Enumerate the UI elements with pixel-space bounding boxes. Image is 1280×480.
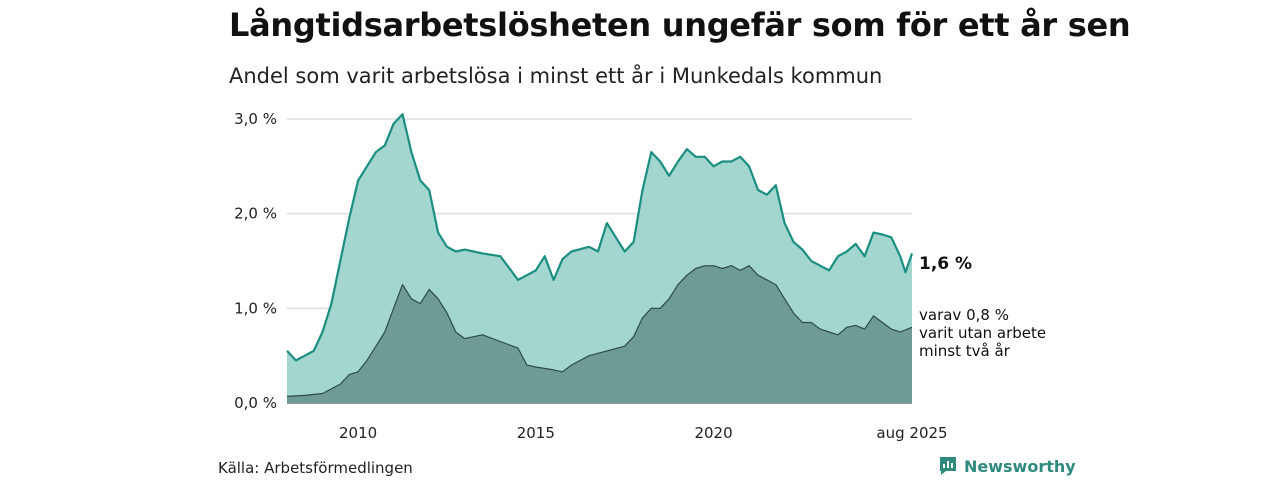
annotations: 1,6 % varav 0,8 % varit utan arbete mins… <box>919 254 1046 360</box>
total-value-label: 1,6 % <box>919 254 972 274</box>
chart-subtitle: Andel som varit arbetslösa i minst ett å… <box>229 64 883 88</box>
longterm-label-line2: varit utan arbete <box>919 324 1046 342</box>
chart-title: Långtidsarbetslösheten ungefär som för e… <box>229 6 1131 44</box>
x-tick-label: aug 2025 <box>876 424 947 442</box>
longterm-label-line1: varav 0,8 % <box>919 306 1009 324</box>
source-note: Källa: Arbetsförmedlingen <box>218 459 413 477</box>
x-axis-ticks: 2010 2015 2020 aug 2025 <box>339 424 948 442</box>
y-tick-label: 2,0 % <box>234 205 277 223</box>
x-tick-label: 2015 <box>517 424 555 442</box>
total-line <box>286 113 914 362</box>
newsworthy-logo-icon <box>940 457 956 475</box>
y-axis-ticks: 0,0 % 1,0 % 2,0 % 3,0 % <box>234 110 277 412</box>
x-tick-label: 2010 <box>339 424 377 442</box>
longterm-line <box>286 265 913 397</box>
longterm-area <box>287 265 912 403</box>
data-areas <box>286 113 914 403</box>
y-tick-label: 3,0 % <box>234 110 277 128</box>
longterm-label-line3: minst två år <box>919 342 1011 360</box>
y-tick-label: 1,0 % <box>234 299 277 317</box>
brand-name: Newsworthy <box>964 456 1076 476</box>
y-tick-label: 0,0 % <box>234 394 277 412</box>
x-tick-label: 2020 <box>694 424 732 442</box>
brand[interactable]: Newsworthy <box>938 455 1076 477</box>
